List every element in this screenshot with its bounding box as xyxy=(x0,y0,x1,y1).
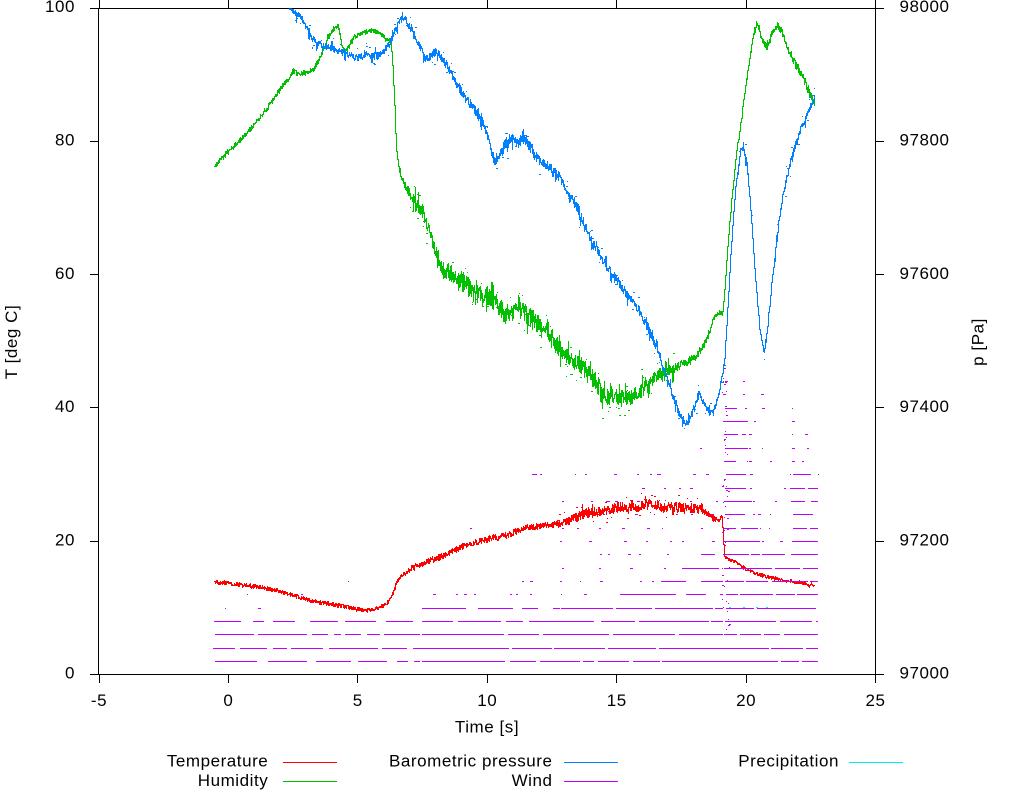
svg-text:Wind: Wind xyxy=(512,771,553,790)
svg-text:Barometric pressure: Barometric pressure xyxy=(389,752,553,771)
svg-text:98000: 98000 xyxy=(900,0,950,16)
svg-text:80: 80 xyxy=(55,131,75,150)
svg-text:25: 25 xyxy=(865,691,885,710)
svg-text:Temperature: Temperature xyxy=(167,752,268,771)
svg-text:15: 15 xyxy=(607,691,627,710)
svg-text:Precipitation: Precipitation xyxy=(738,752,839,771)
svg-text:40: 40 xyxy=(55,397,75,416)
svg-text:0: 0 xyxy=(223,691,233,710)
svg-text:100: 100 xyxy=(45,0,75,16)
svg-text:97600: 97600 xyxy=(900,264,950,283)
svg-text:-5: -5 xyxy=(91,691,107,710)
svg-text:0: 0 xyxy=(65,664,75,683)
svg-text:97800: 97800 xyxy=(900,131,950,150)
svg-text:60: 60 xyxy=(55,264,75,283)
svg-text:p [Pa]: p [Pa] xyxy=(969,318,988,366)
svg-text:10: 10 xyxy=(477,691,497,710)
svg-text:20: 20 xyxy=(736,691,756,710)
svg-text:97200: 97200 xyxy=(900,530,950,549)
svg-text:20: 20 xyxy=(55,530,75,549)
svg-text:T [deg C]: T [deg C] xyxy=(2,305,21,380)
svg-text:97400: 97400 xyxy=(900,397,950,416)
svg-text:5: 5 xyxy=(353,691,363,710)
svg-text:97000: 97000 xyxy=(900,664,950,683)
svg-text:Humidity: Humidity xyxy=(198,771,269,790)
svg-text:Time [s]: Time [s] xyxy=(455,718,519,737)
